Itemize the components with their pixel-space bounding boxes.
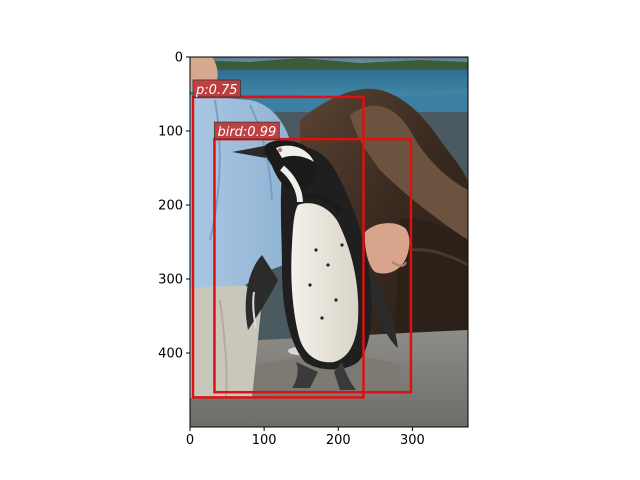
detection-label-bg-p <box>192 79 241 98</box>
y-tick-label: 300 <box>158 273 183 288</box>
y-tick-label: 200 <box>158 199 183 214</box>
photo <box>190 57 468 427</box>
detection-box-bird <box>213 137 413 394</box>
x-tick-label: 200 <box>326 433 351 448</box>
y-axis-ticks: 0 100 200 300 400 <box>158 51 190 362</box>
y-tick-label: 0 <box>175 51 183 66</box>
detection-label-bird: bird:0.99 <box>217 125 276 140</box>
x-tick-label: 0 <box>186 433 194 448</box>
y-tick-label: 400 <box>158 347 183 362</box>
y-tick-label: 100 <box>158 125 183 140</box>
x-tick-label: 100 <box>252 433 277 448</box>
axes-frame <box>189 56 469 428</box>
detection-label-bg-bird <box>214 121 280 140</box>
detection-label-p: p:0.75 <box>195 83 238 98</box>
x-tick-label: 300 <box>400 433 425 448</box>
x-axis-ticks: 0 100 200 300 <box>186 427 425 448</box>
detection-box-p <box>191 95 365 399</box>
detections-layer: p:0.75 bird:0.99 <box>191 79 413 399</box>
